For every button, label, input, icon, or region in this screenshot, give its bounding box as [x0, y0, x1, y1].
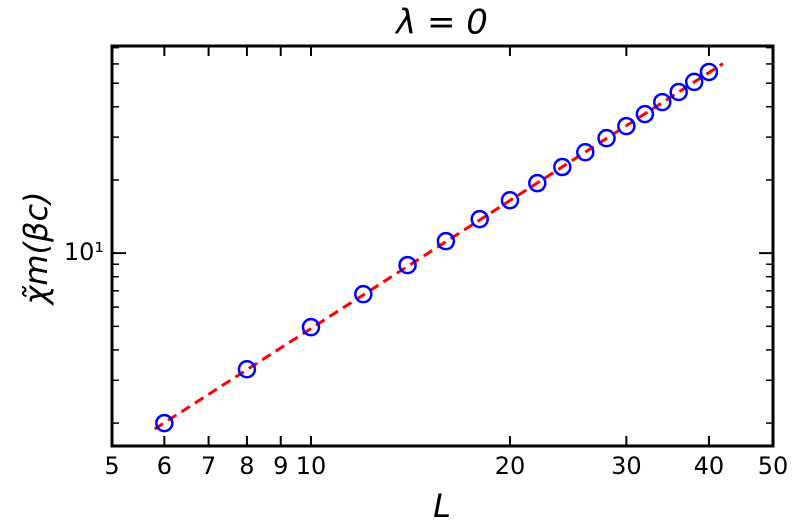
x-tick-label: 30: [611, 452, 642, 480]
x-tick-label: 50: [758, 452, 789, 480]
data-point: [470, 209, 489, 229]
chart-title: λ = 0: [394, 3, 488, 43]
data-point: [699, 62, 719, 82]
data-point: [528, 173, 547, 193]
data-point: [553, 157, 572, 177]
data-point: [237, 360, 257, 379]
data-point: [576, 142, 595, 162]
data-point: [653, 92, 672, 112]
data-point: [684, 72, 704, 92]
y-axis-label: χ̃m(βc): [17, 191, 55, 306]
x-tick-label: 10: [296, 452, 327, 480]
x-tick-label: 6: [157, 452, 172, 480]
data-point: [155, 413, 174, 433]
plot-frame: [110, 44, 775, 448]
x-tick-label: 9: [273, 452, 288, 480]
data-point: [436, 231, 456, 251]
x-tick-label: 5: [104, 452, 119, 480]
data-point: [398, 255, 417, 275]
data-point: [617, 116, 636, 136]
x-axis-label: L: [433, 487, 451, 525]
x-tick-label: 8: [239, 452, 254, 480]
x-tick-label: 20: [495, 452, 526, 480]
data-point: [597, 128, 616, 148]
x-tick-label: 40: [694, 452, 725, 480]
data-point: [669, 82, 688, 102]
data-point: [354, 284, 373, 304]
data-point: [301, 317, 321, 337]
y-tick-label: 10¹: [64, 238, 104, 266]
data-point: [500, 191, 520, 210]
x-tick-label: 7: [201, 452, 216, 480]
data-point: [635, 104, 655, 124]
